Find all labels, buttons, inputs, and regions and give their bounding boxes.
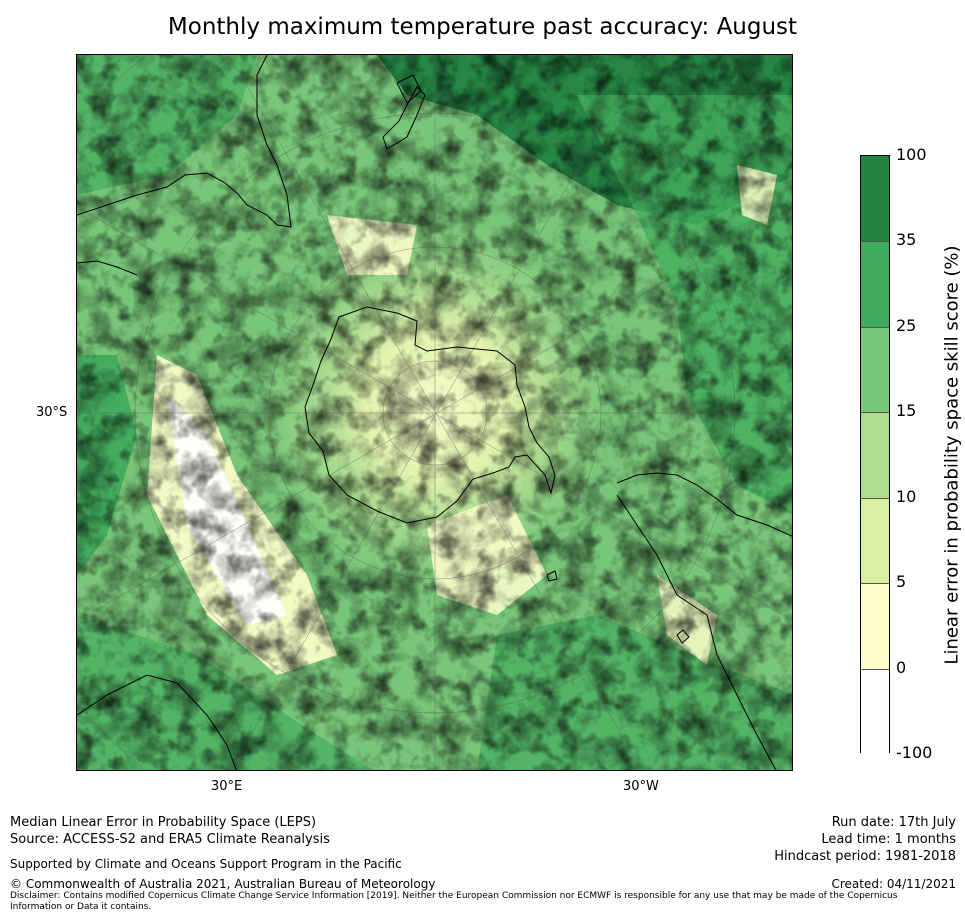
created-date: Created: 04/11/2021: [831, 877, 956, 891]
colorbar-segment: [861, 412, 889, 498]
colorbar-tick-label: 100: [896, 145, 927, 164]
polar-map: [76, 54, 793, 771]
lon-label-30w: 30°W: [623, 779, 659, 794]
colorbar-tick-label: -100: [896, 743, 933, 762]
footer-support: Supported by Climate and Oceans Support …: [10, 857, 402, 871]
colorbar-segment: [861, 326, 889, 413]
footer-right-block: Run date: 17th July Lead time: 1 months …: [774, 814, 956, 865]
footer-copyright: © Commonwealth of Australia 2021, Austra…: [10, 877, 436, 891]
map-title: Monthly maximum temperature past accurac…: [167, 14, 798, 40]
colorbar-label: Linear error in probability space skill …: [941, 245, 963, 665]
footer-method: Median Linear Error in Probability Space…: [10, 815, 317, 830]
colorbar-tick-label: 5: [896, 572, 907, 592]
footer-left-block: Median Linear Error in Probability Space…: [10, 814, 330, 848]
colorbar-tick-label: 10: [896, 486, 917, 506]
colorbar-segment: [861, 668, 889, 754]
colorbar-segment: [861, 156, 889, 242]
colorbar: [860, 155, 890, 754]
lon-label-30e: 30°E: [211, 779, 243, 794]
hindcast-period: Hindcast period: 1981-2018: [774, 849, 956, 864]
lead-time: Lead time: 1 months: [821, 832, 956, 847]
colorbar-tick-label: 35: [896, 230, 917, 250]
colorbar-segment: [861, 497, 889, 584]
footer-source: Source: ACCESS-S2 and ERA5 Climate Reana…: [10, 832, 330, 847]
colorbar-tick-label: 0: [896, 657, 907, 677]
map-canvas: [77, 55, 792, 770]
footer-disclaimer: Disclaimer: Contains modified Copernicus…: [10, 891, 898, 912]
colorbar-tick-label: 25: [896, 315, 917, 335]
colorbar-segment: [861, 583, 889, 669]
colorbar-tick-label: 15: [896, 401, 917, 421]
colorbar-segment: [861, 241, 889, 327]
run-date: Run date: 17th July: [831, 815, 956, 830]
lat-label-30s: 30°S: [36, 405, 68, 420]
